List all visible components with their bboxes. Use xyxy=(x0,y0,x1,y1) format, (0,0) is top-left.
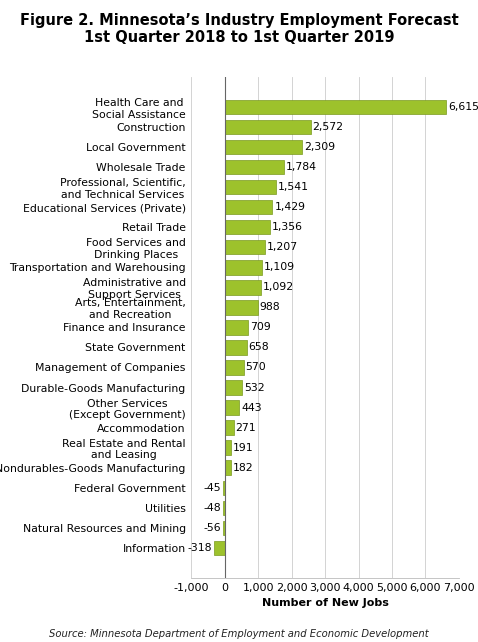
Bar xyxy=(225,180,276,195)
Bar xyxy=(223,521,225,535)
Bar xyxy=(225,280,261,295)
Text: -48: -48 xyxy=(204,503,221,513)
Bar xyxy=(214,541,225,555)
Text: 1,207: 1,207 xyxy=(267,242,298,252)
Bar xyxy=(223,480,225,495)
Bar xyxy=(225,200,272,214)
Text: 1,784: 1,784 xyxy=(286,162,317,172)
Text: 988: 988 xyxy=(260,302,280,313)
Text: 2,572: 2,572 xyxy=(313,122,344,132)
Text: 658: 658 xyxy=(249,342,269,352)
Bar xyxy=(225,380,242,395)
Text: 532: 532 xyxy=(244,383,265,392)
Text: 570: 570 xyxy=(246,363,266,372)
Bar xyxy=(225,320,249,334)
Text: 271: 271 xyxy=(236,422,256,433)
Bar xyxy=(225,260,262,275)
Text: 6,615: 6,615 xyxy=(448,102,478,112)
Text: 1,109: 1,109 xyxy=(263,263,295,272)
Text: 1,092: 1,092 xyxy=(263,282,294,292)
Text: -45: -45 xyxy=(204,483,221,492)
Text: Figure 2. Minnesota’s Industry Employment Forecast
1st Quarter 2018 to 1st Quart: Figure 2. Minnesota’s Industry Employmen… xyxy=(20,13,458,45)
Text: 182: 182 xyxy=(233,463,253,473)
Bar xyxy=(225,401,239,415)
Bar xyxy=(223,501,225,515)
Text: Source: Minnesota Department of Employment and Economic Development: Source: Minnesota Department of Employme… xyxy=(49,629,429,639)
Bar xyxy=(225,421,234,435)
Text: 1,356: 1,356 xyxy=(272,222,303,232)
Bar xyxy=(225,100,446,114)
Bar xyxy=(225,440,231,455)
Bar xyxy=(225,120,311,134)
X-axis label: Number of New Jobs: Number of New Jobs xyxy=(261,598,389,608)
Text: 709: 709 xyxy=(250,322,271,333)
Bar xyxy=(225,160,284,175)
Bar xyxy=(225,220,270,234)
Bar xyxy=(225,300,258,315)
Text: -318: -318 xyxy=(188,543,212,553)
Bar xyxy=(225,460,231,475)
Bar xyxy=(225,240,265,254)
Bar xyxy=(225,340,247,354)
Bar xyxy=(225,140,302,154)
Text: 191: 191 xyxy=(233,442,253,453)
Text: 1,541: 1,541 xyxy=(278,182,309,192)
Text: 2,309: 2,309 xyxy=(304,142,335,152)
Bar xyxy=(225,360,244,375)
Text: -56: -56 xyxy=(203,523,221,533)
Text: 1,429: 1,429 xyxy=(274,202,305,213)
Text: 443: 443 xyxy=(241,403,262,413)
